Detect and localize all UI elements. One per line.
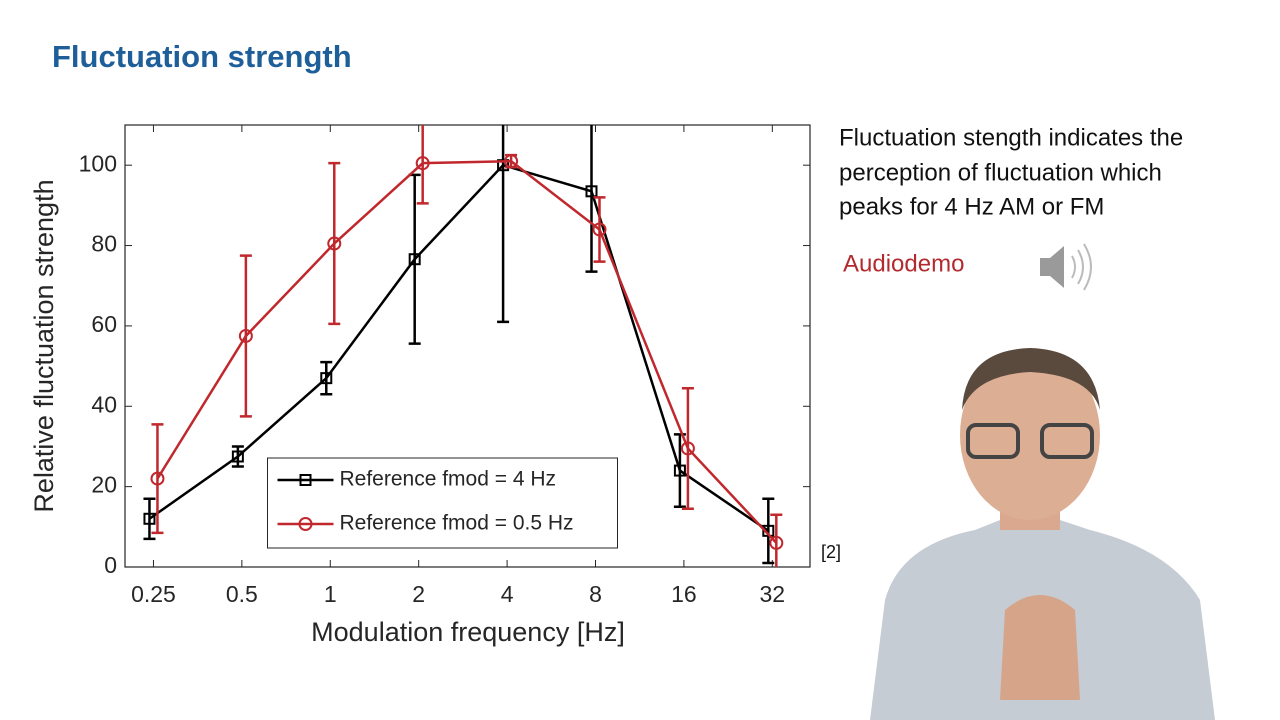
marker [150, 471, 165, 486]
error-bar [328, 161, 341, 326]
error-bar [497, 125, 510, 324]
chart: Modulation frequency [Hz] Relative fluct… [29, 124, 811, 647]
error-bar [585, 125, 598, 273]
text-line: peaks for 4 Hz AM or FM [839, 193, 1104, 220]
marker [238, 328, 253, 343]
series-line [156, 159, 778, 544]
x-tick-label: 32 [760, 581, 786, 607]
marker [504, 154, 519, 169]
marker [143, 512, 156, 525]
error-bar [593, 196, 606, 263]
marker [585, 185, 598, 198]
y-tick-label: 40 [91, 391, 117, 417]
error-bar [762, 497, 775, 565]
series-line [148, 163, 770, 532]
presenter-video [870, 348, 1215, 720]
error-bar [681, 386, 694, 510]
legend-marker [299, 474, 312, 486]
speaker-icon[interactable] [1040, 243, 1092, 291]
marker [415, 156, 430, 171]
marker [592, 222, 607, 237]
error-bar [151, 423, 164, 535]
x-tick-label: 4 [501, 581, 514, 607]
text-line: perception of fluctuation which [839, 159, 1162, 186]
legend: Reference fmod = 4 Hz Reference fmod = 0.… [267, 457, 618, 549]
x-axis-label: Modulation frequency [Hz] [311, 617, 625, 647]
y-axis-label: Relative fluctuation strength [29, 179, 59, 512]
x-tick-label: 0.5 [226, 581, 258, 607]
slide-title: Fluctuation strength [52, 39, 352, 74]
x-tick-label: 16 [671, 581, 697, 607]
plot-area [143, 125, 784, 567]
marker [231, 450, 244, 463]
y-tick-label: 100 [79, 150, 117, 176]
x-tick-label: 8 [589, 581, 602, 607]
legend-box [267, 457, 618, 549]
y-tick-label: 20 [91, 472, 117, 498]
y-tick-label: 60 [91, 311, 117, 337]
error-bar [143, 497, 156, 541]
error-bar [673, 433, 686, 508]
body-text: Fluctuation stength indicates the percep… [839, 124, 1183, 220]
x-tick-label: 0.25 [131, 581, 176, 607]
y-tick-label: 80 [91, 231, 117, 257]
legend-label: Reference fmod = 0.5 Hz [340, 512, 574, 535]
citation: [2] [821, 542, 841, 562]
marker [769, 535, 784, 550]
legend-label: Reference fmod = 4 Hz [340, 468, 557, 491]
error-bar [770, 513, 783, 567]
marker [673, 464, 686, 477]
text-line: Fluctuation stength indicates the [839, 124, 1183, 151]
error-bar [231, 445, 244, 468]
y-tick-label: 0 [104, 552, 117, 578]
error-bar [416, 125, 429, 205]
marker [408, 253, 421, 266]
marker [320, 372, 333, 385]
x-tick-label: 1 [324, 581, 337, 607]
marker [680, 441, 695, 456]
error-bar [320, 360, 333, 396]
error-bar [239, 254, 252, 418]
marker [327, 236, 342, 251]
audio-link[interactable]: Audiodemo [843, 250, 964, 277]
x-tick-label: 2 [412, 581, 425, 607]
legend-marker [298, 517, 313, 531]
